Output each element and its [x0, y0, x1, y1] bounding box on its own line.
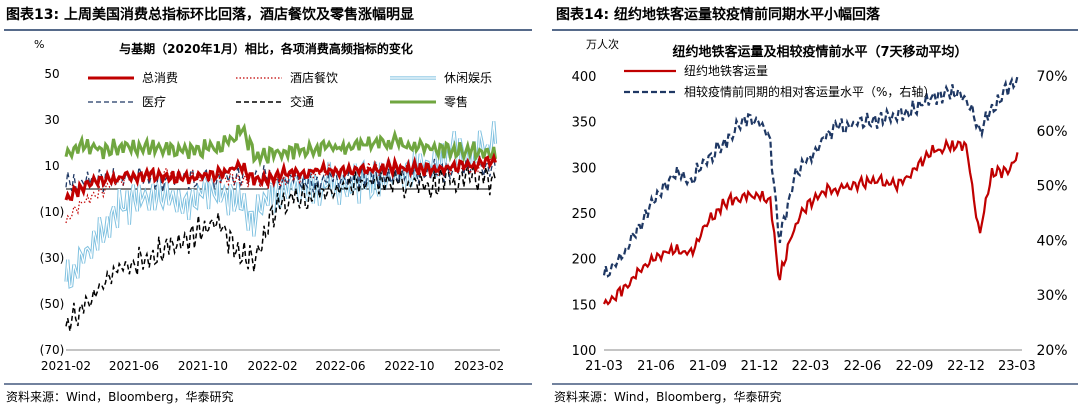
right-x-tick-label: 22-12: [947, 359, 985, 374]
left-y-tick-label: (50): [40, 297, 65, 311]
right-x-tick-label: 21-06: [637, 359, 675, 374]
right-y2-tick-label: 30%: [1036, 288, 1067, 304]
left-x-tick-label: 2022-10: [384, 359, 434, 373]
left-y-ticks: 50 30 10 (10) (30) (50) (70): [40, 67, 65, 357]
right-x-tick-label: 21-09: [689, 359, 727, 374]
left-x-tick-label: 2023-02: [454, 359, 504, 373]
left-y-tick-label: 50: [44, 67, 59, 81]
left-ylabel: %: [34, 38, 44, 51]
left-x-ticks: 2021-02 2021-06 2021-10 2022-02 2022-06 2022-…: [41, 349, 504, 373]
right-ylabel: 万人次: [586, 37, 619, 51]
series-line-零售: [64, 122, 497, 168]
right-source-note: 资料来源：Wind，Bloomberg，华泰研究: [554, 389, 781, 404]
right-y-tick-label: 400: [572, 70, 597, 85]
left-panel: 图表13: 上周美国消费总指标环比回落，酒店餐饮及零售涨幅明显 与基期（2020…: [4, 6, 532, 404]
right-y-tick-label: 300: [572, 161, 597, 176]
left-figure-title: 图表13: 上周美国消费总指标环比回落，酒店餐饮及零售涨幅明显: [6, 6, 414, 23]
left-y-tick-label: (10): [40, 205, 65, 219]
legend-label-零售: 零售: [444, 94, 468, 109]
right-y-tick-label: 200: [572, 253, 597, 268]
left-x-tick-label: 2021-02: [41, 359, 91, 373]
legend-label-交通: 交通: [290, 94, 314, 109]
left-x-tick-label: 2021-06: [109, 359, 159, 373]
right-y2-tick-label: 60%: [1036, 124, 1067, 140]
left-series-group: [64, 121, 498, 332]
right-y2-tick-label: 70%: [1036, 69, 1067, 85]
series-line-总消费: [64, 152, 497, 202]
legend-label-休闲娱乐: 休闲娱乐: [444, 71, 492, 85]
right-y2-tick-label: 40%: [1036, 233, 1067, 249]
right-y2-tick-label: 50%: [1036, 179, 1067, 195]
right-y-tick-label: 250: [572, 207, 597, 222]
series-line-休闲娱乐-inner: [65, 121, 497, 288]
right-figure-title: 图表14: 纽约地铁客运量较疫情前同期水平小幅回落: [556, 6, 881, 23]
left-y-tick-label: (30): [40, 251, 65, 265]
right-y-ticks: 100 150 200 250 300 350 400: [572, 70, 597, 359]
legend-label-酒店餐饮: 酒店餐饮: [290, 70, 338, 85]
right-y2-tick-label: 20%: [1036, 343, 1067, 359]
legend-label-ridership: 纽约地铁客运量: [684, 63, 768, 78]
right-series-group: [602, 75, 1019, 306]
series-line-ridership: [602, 137, 1019, 306]
legend-label-医疗: 医疗: [142, 95, 166, 109]
series-line-relative-level: [602, 75, 1019, 278]
left-y-tick-label: 10: [44, 159, 59, 173]
right-x-tick-label: 22-09: [896, 359, 934, 374]
right-x-tick-label: 22-06: [844, 359, 882, 374]
legend-label-总消费: 总消费: [142, 71, 178, 85]
left-x-tick-label: 2021-10: [178, 359, 228, 373]
right-chart-title: 纽约地铁客运量及相较疫情前水平（7天移动平均）: [672, 44, 967, 60]
right-panel: 图表14: 纽约地铁客运量较疫情前同期水平小幅回落 纽约地铁客运量及相较疫情前水…: [552, 6, 1078, 404]
legend-label-relative-level: 相较疫情前同期的相对客运量水平（%，右轴）: [684, 84, 935, 99]
right-x-ticks: 21-03 21-06 21-09 21-12 22-03 22-06 22-09 22-12…: [585, 349, 1036, 374]
right-y-tick-label: 150: [572, 298, 597, 313]
right-x-tick-label: 21-03: [585, 359, 623, 374]
right-y-tick-label: 350: [572, 116, 597, 131]
series-line-交通: [65, 161, 497, 332]
right-y-tick-label: 100: [572, 344, 597, 359]
left-x-tick-label: 2022-06: [315, 359, 365, 373]
left-x-tick-label: 2022-02: [247, 359, 297, 373]
left-source-note: 资料来源：Wind，Bloomberg，华泰研究: [6, 389, 233, 404]
right-x-tick-label: 22-03: [792, 359, 830, 374]
left-chart-title: 与基期（2020年1月）相比，各项消费高频指标的变化: [119, 41, 413, 56]
right-y2-ticks: 20% 30% 40% 50% 60% 70%: [1036, 69, 1067, 359]
left-y-tick-label: 30: [44, 113, 59, 127]
right-x-tick-label: 21-12: [741, 359, 779, 374]
right-x-tick-label: 23-03: [998, 359, 1036, 374]
left-y-tick-label: (70): [40, 343, 65, 357]
